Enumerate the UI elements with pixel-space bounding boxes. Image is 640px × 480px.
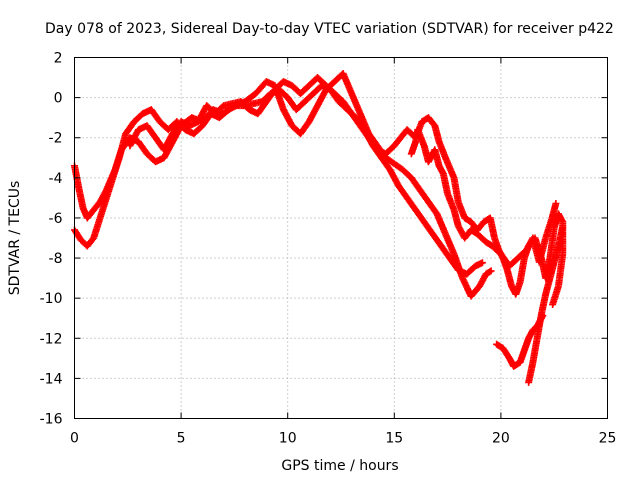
data-point-marker	[558, 224, 566, 232]
data-point-marker	[487, 267, 495, 275]
y-tick-label: -16	[40, 412, 63, 428]
y-tick-label: -6	[49, 211, 63, 227]
series-track-2	[71, 82, 486, 278]
data-point-marker	[549, 301, 557, 309]
y-tick-label: -2	[49, 131, 63, 147]
data-point-marker	[552, 200, 560, 208]
x-axis-label: GPS time / hours	[281, 458, 398, 474]
plot-frame	[74, 57, 608, 419]
data-point-marker	[486, 268, 494, 276]
x-tick-label: 25	[599, 431, 617, 447]
series-track-4	[407, 126, 560, 270]
data-series	[71, 70, 567, 386]
chart-title: Day 078 of 2023, Sidereal Day-to-day VTE…	[45, 21, 614, 37]
y-tick-label: 2	[54, 51, 63, 67]
y-axis-tick-labels: -16 -14 -12 -10 -8 -6 -4 -2 0 2	[40, 51, 63, 428]
y-tick-label: -12	[40, 331, 63, 347]
y-axis-label: SDTVAR / TECUs	[7, 181, 23, 296]
x-tick-label: 15	[385, 431, 403, 447]
series-track-3	[126, 74, 567, 309]
y-tick-label: -8	[49, 251, 63, 267]
y-tick-label: -10	[40, 291, 63, 307]
x-tick-label: 5	[177, 431, 186, 447]
x-tick-label: 20	[492, 431, 510, 447]
y-tick-label: -4	[49, 171, 63, 187]
series-track-1	[71, 70, 495, 300]
y-tick-label: 0	[54, 91, 63, 107]
data-point-marker	[478, 259, 486, 267]
series-track-6	[525, 224, 566, 386]
x-tick-label: 10	[279, 431, 297, 447]
x-axis-tick-labels: 0 5 10 15 20 25	[70, 431, 616, 447]
axis-ticks	[74, 57, 608, 419]
y-tick-label: -14	[40, 371, 63, 387]
x-tick-label: 0	[70, 431, 79, 447]
